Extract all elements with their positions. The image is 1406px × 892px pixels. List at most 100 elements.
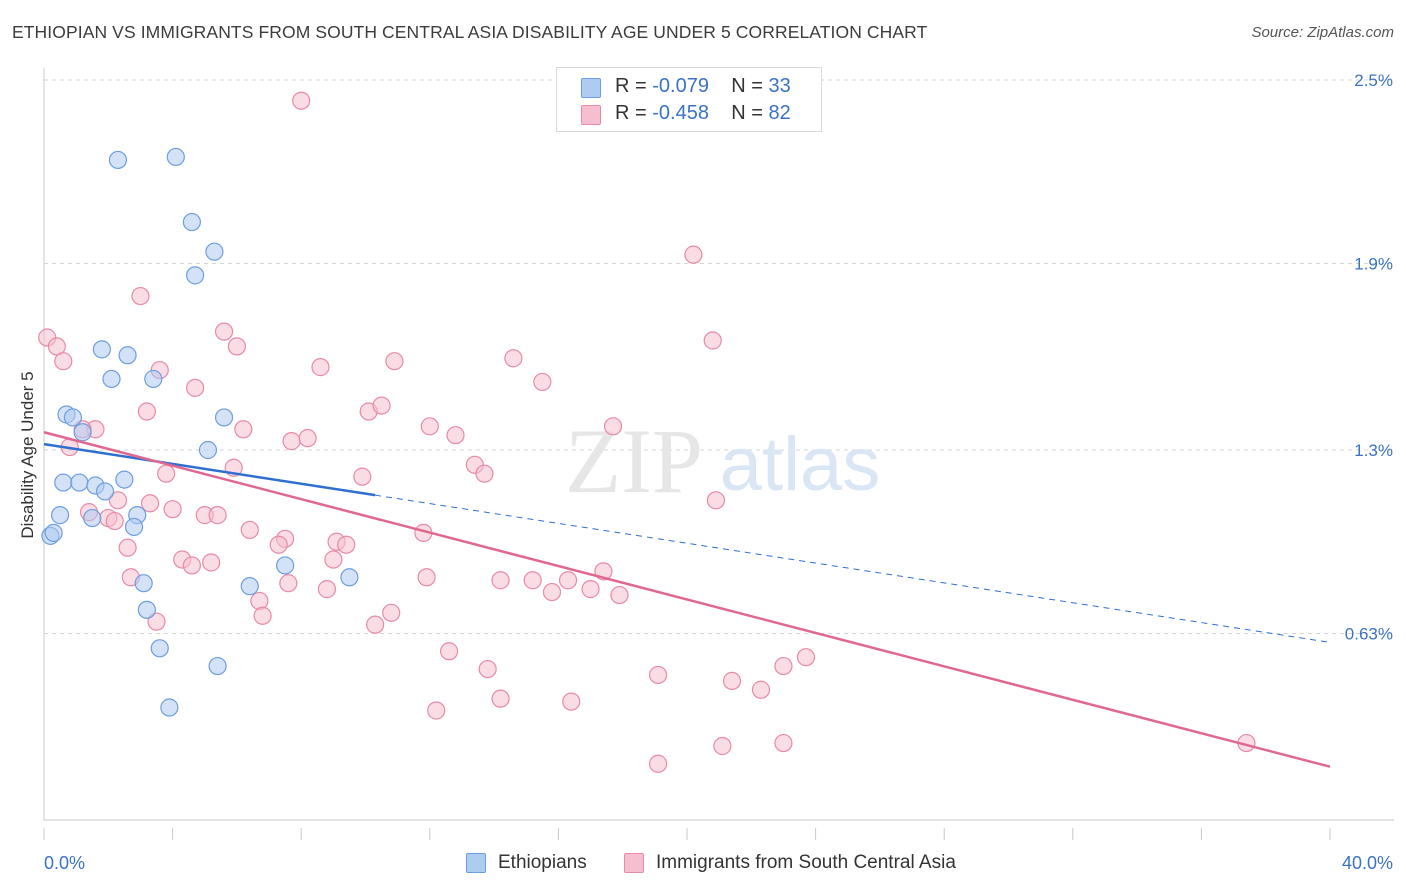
legend-label-immigrants: Immigrants from South Central Asia: [656, 852, 956, 873]
n-value: 82: [768, 102, 791, 124]
pink-data-point: [417, 568, 436, 587]
pink-swatch: [581, 105, 601, 125]
pink-data-point: [478, 659, 497, 679]
pink-data-point: [317, 580, 337, 599]
r-value: -0.079: [652, 75, 709, 97]
blue-data-point: [134, 574, 153, 593]
pink-data-point: [558, 571, 578, 590]
pink-data-point: [137, 402, 156, 421]
pink-data-point: [774, 733, 793, 753]
pink-data-point: [147, 612, 166, 631]
n-label: N =: [731, 75, 769, 97]
pink-points: [38, 91, 1256, 773]
pink-data-point: [581, 580, 600, 599]
blue-data-point: [208, 656, 227, 676]
blue-data-point: [144, 369, 163, 389]
pink-data-point: [542, 582, 562, 602]
blue-data-point: [44, 523, 63, 542]
pink-data-point: [279, 574, 298, 593]
pink-data-point: [163, 500, 182, 519]
pink-data-point: [648, 754, 668, 773]
blue-data-point: [118, 346, 137, 365]
pink-data-point: [533, 372, 552, 392]
pink-data-point: [353, 467, 372, 486]
blue-points: [41, 147, 359, 717]
pink-data-point: [298, 429, 317, 448]
watermark-zip: ZIP: [565, 410, 703, 512]
blue-data-point: [166, 147, 185, 167]
pink-data-point: [385, 352, 404, 371]
blue-swatch: [466, 853, 486, 873]
pink-data-point: [337, 535, 356, 554]
y-tick-label: 1.9%: [1354, 255, 1393, 274]
blue-data-point: [92, 340, 111, 359]
axes-layer: [43, 68, 1394, 840]
pink-data-point: [118, 538, 137, 557]
r-label: R =: [615, 75, 653, 97]
pink-swatch: [624, 853, 644, 873]
blue-data-point: [240, 577, 259, 596]
pink-data-point: [706, 491, 726, 510]
blue-data-point: [124, 517, 144, 537]
pink-data-point: [703, 331, 722, 350]
r-value: -0.458: [652, 102, 709, 124]
blue-data-point: [83, 508, 102, 528]
blue-data-point: [50, 506, 70, 525]
pink-data-point: [446, 426, 465, 445]
blue-data-point: [70, 473, 89, 492]
blue-data-point: [198, 440, 218, 460]
blue-data-point: [108, 150, 128, 170]
pink-data-point: [240, 520, 259, 540]
blue-data-point: [115, 470, 134, 489]
pink-data-point: [603, 417, 623, 436]
blue-data-point: [102, 369, 121, 389]
watermark-atlas: atlas: [720, 422, 881, 507]
pink-data-point: [504, 349, 523, 368]
blue-data-point: [63, 408, 83, 427]
pink-data-point: [382, 603, 401, 622]
y-tick-label: 0.63%: [1345, 625, 1393, 644]
n-value: 33: [768, 75, 791, 97]
pink-data-point: [648, 665, 668, 685]
pink-data-point: [774, 656, 793, 676]
correlation-legend: R = -0.079 N = 33 R = -0.458 N = 82: [556, 67, 822, 132]
pink-data-point: [186, 378, 205, 397]
ethiopians-trend-extension: [375, 494, 1331, 643]
pink-data-point: [475, 464, 494, 483]
blue-data-point: [95, 482, 115, 501]
pink-data-point: [234, 420, 253, 439]
pink-data-point: [105, 511, 124, 531]
blue-data-point: [160, 698, 179, 717]
blue-data-point: [150, 639, 169, 658]
pink-data-point: [324, 550, 343, 569]
pink-data-point: [311, 358, 330, 377]
pink-data-point: [610, 585, 629, 605]
blue-data-point: [54, 473, 73, 492]
y-tick-label: 1.3%: [1354, 441, 1393, 460]
blue-data-point: [276, 556, 295, 575]
trend-layer: [43, 431, 1331, 768]
pink-data-point: [523, 571, 542, 590]
pink-data-point: [131, 286, 150, 306]
pink-data-point: [491, 689, 510, 708]
pink-data-point: [140, 494, 160, 513]
pink-data-point: [366, 615, 385, 634]
pink-data-point: [292, 91, 311, 110]
pink-data-point: [427, 701, 446, 720]
pink-data-point: [227, 337, 246, 356]
pink-data-point: [108, 491, 128, 510]
n-label: N =: [731, 102, 769, 124]
chart-title: ETHIOPIAN VS IMMIGRANTS FROM SOUTH CENTR…: [12, 22, 928, 42]
pink-data-point: [722, 671, 742, 690]
blue-data-point: [73, 423, 92, 442]
pink-data-point: [253, 606, 272, 625]
pink-data-point: [214, 322, 234, 341]
pink-data-point: [182, 556, 201, 575]
x-tick-label-min: 0.0%: [44, 853, 85, 873]
source-label: Source: ZipAtlas.com: [1251, 24, 1394, 41]
blue-data-point: [205, 242, 224, 261]
pink-data-point: [684, 245, 703, 264]
pink-data-point: [54, 352, 73, 371]
blue-data-point: [182, 212, 201, 232]
